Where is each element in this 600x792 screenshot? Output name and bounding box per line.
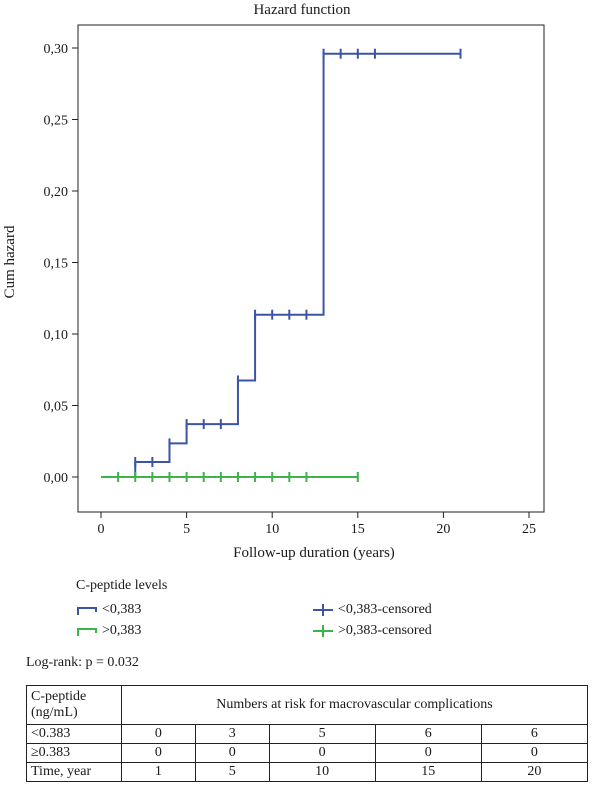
series-line-0 xyxy=(134,52,461,477)
cell: 15 xyxy=(374,762,482,782)
y-tick-label: 0,15 xyxy=(44,257,69,272)
legend-label: >0,383-censored xyxy=(338,623,432,638)
row-label: <0.383 xyxy=(26,724,122,744)
legend-step-swatch xyxy=(77,607,97,615)
cell: 0 xyxy=(121,743,196,763)
x-tick-label: 0 xyxy=(98,522,105,537)
cell: 20 xyxy=(480,762,589,782)
table-row: <0.383 0 3 5 6 6 xyxy=(26,724,589,744)
cell: 0 xyxy=(374,743,482,763)
x-tick-label: 15 xyxy=(351,522,365,537)
table-row: Time, year 1 5 10 15 20 xyxy=(26,762,589,782)
risk-header-left: C-peptide (ng/mL) xyxy=(26,685,122,725)
chart-title: Hazard function xyxy=(253,2,351,18)
legend-label: >0,383 xyxy=(102,623,142,638)
legend-censored-swatch xyxy=(313,604,333,616)
x-tick-label: 25 xyxy=(522,522,536,537)
row-label: Time, year xyxy=(26,762,122,782)
x-tick-label: 5 xyxy=(183,522,190,537)
cell: 0 xyxy=(268,743,376,763)
legend-title: C-peptide levels xyxy=(76,578,168,593)
cell: 1 xyxy=(121,762,196,782)
plot-frame xyxy=(77,24,545,513)
x-axis: 0 5 10 15 20 25 xyxy=(98,512,536,537)
cell: 0 xyxy=(121,724,196,744)
legend-label: <0,383 xyxy=(102,602,142,617)
y-axis-label: Cum hazard xyxy=(2,225,18,298)
legend-step-swatch xyxy=(77,628,97,636)
y-tick-label: 0,10 xyxy=(44,328,69,343)
cell: 10 xyxy=(268,762,376,782)
risk-table: C-peptide (ng/mL) Numbers at risk for ma… xyxy=(26,685,589,782)
x-tick-label: 10 xyxy=(265,522,279,537)
legend-label: <0,383-censored xyxy=(338,602,432,617)
y-tick-label: 0,05 xyxy=(44,400,69,415)
cell: 0 xyxy=(194,743,270,763)
hazard-chart: Hazard function 0,00 0,05 0,10 0,15 0,20 0,25… xyxy=(2,2,545,561)
x-axis-label: Follow-up duration (years) xyxy=(233,545,395,561)
risk-table-header: C-peptide (ng/mL) Numbers at risk for ma… xyxy=(26,685,588,725)
cell: 0 xyxy=(480,743,589,763)
cell: 6 xyxy=(480,724,589,744)
x-tick-label: 20 xyxy=(436,522,450,537)
table-row: ≥0.383 0 0 0 0 0 xyxy=(26,743,589,763)
logrank-text: Log-rank: p = 0.032 xyxy=(26,655,139,670)
cell: 5 xyxy=(268,724,376,744)
cell: 6 xyxy=(374,724,482,744)
risk-header-span: Numbers at risk for macrovascular compli… xyxy=(121,685,588,725)
series-layer xyxy=(101,48,462,482)
cell: 5 xyxy=(194,762,270,782)
row-label: ≥0.383 xyxy=(26,743,122,763)
legend-censored-swatch xyxy=(313,625,333,637)
y-tick-label: 0,30 xyxy=(44,42,69,57)
y-axis: 0,00 0,05 0,10 0,15 0,20 0,25 0,30 xyxy=(44,42,78,486)
legend: C-peptide levels <0,383 >0,383 <0,383-ce… xyxy=(0,575,600,645)
cell: 3 xyxy=(194,724,270,744)
y-tick-label: 0,25 xyxy=(44,114,69,129)
y-tick-label: 0,20 xyxy=(44,185,69,200)
y-tick-label: 0,00 xyxy=(44,471,69,486)
